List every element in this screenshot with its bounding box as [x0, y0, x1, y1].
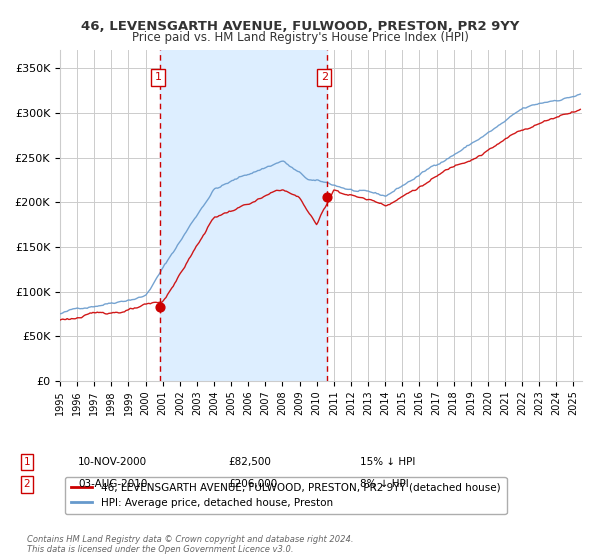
Text: Contains HM Land Registry data © Crown copyright and database right 2024.
This d: Contains HM Land Registry data © Crown c…: [27, 535, 353, 554]
Text: 15% ↓ HPI: 15% ↓ HPI: [360, 457, 415, 467]
Bar: [160, 50, 327, 381]
Text: 10-NOV-2000: 10-NOV-2000: [78, 457, 147, 467]
Text: 1: 1: [154, 72, 161, 82]
Text: 2: 2: [320, 72, 328, 82]
Text: 03-AUG-2010: 03-AUG-2010: [78, 479, 148, 489]
Text: Price paid vs. HM Land Registry's House Price Index (HPI): Price paid vs. HM Land Registry's House …: [131, 31, 469, 44]
Text: 8% ↓ HPI: 8% ↓ HPI: [360, 479, 409, 489]
Point: [322, 193, 332, 202]
Text: 1: 1: [23, 457, 31, 467]
Text: £82,500: £82,500: [228, 457, 271, 467]
Legend: 46, LEVENSGARTH AVENUE, FULWOOD, PRESTON, PR2 9YY (detached house), HPI: Average: 46, LEVENSGARTH AVENUE, FULWOOD, PRESTON…: [65, 477, 506, 514]
Text: £206,000: £206,000: [228, 479, 277, 489]
Point: [155, 302, 165, 311]
Text: 2: 2: [23, 479, 31, 489]
Text: 46, LEVENSGARTH AVENUE, FULWOOD, PRESTON, PR2 9YY: 46, LEVENSGARTH AVENUE, FULWOOD, PRESTON…: [81, 20, 519, 32]
